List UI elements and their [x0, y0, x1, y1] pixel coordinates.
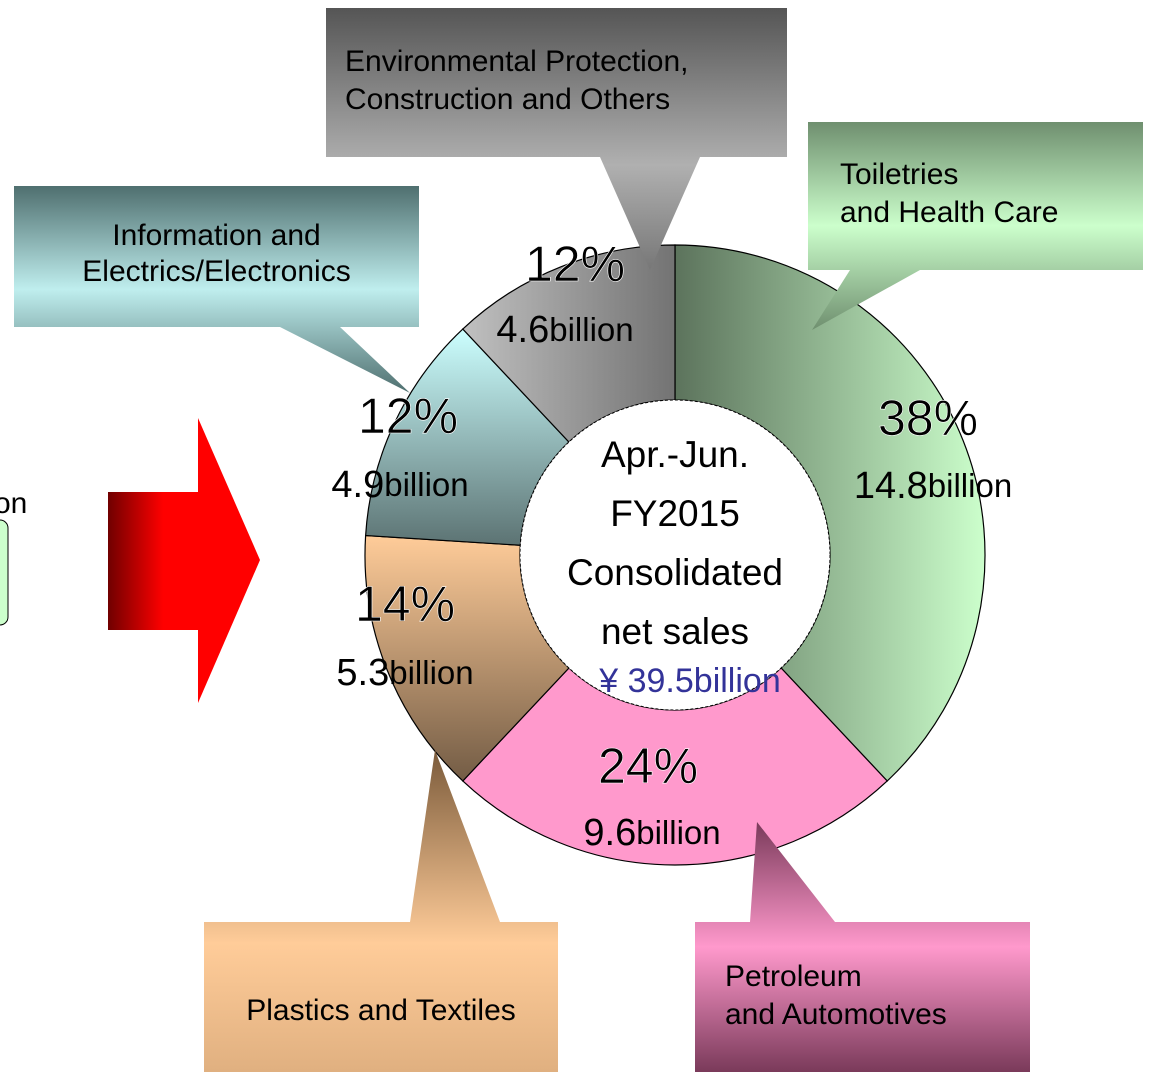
total-label: ¥ 39.5billion — [599, 662, 781, 700]
percent-label: 38% — [878, 390, 978, 446]
amount-unit: billion — [928, 467, 1012, 504]
percent-label: 12% — [525, 236, 625, 292]
amount-value: 9.6 — [583, 812, 636, 854]
callout — [204, 750, 558, 1072]
category-label: Toiletries and Health Care — [840, 158, 1059, 229]
amount-label: 5.3billion — [336, 652, 473, 694]
callout — [695, 822, 1030, 1072]
amount-value: 4.6 — [496, 309, 549, 351]
category-label: Information and Electrics/Electronics — [82, 219, 351, 288]
callout — [326, 8, 787, 270]
donut-hole — [519, 399, 831, 711]
amount-value: 4.9 — [331, 464, 384, 506]
arrow-body — [108, 492, 200, 630]
left-fragment: on — [0, 487, 28, 520]
amount-label: 14.8billion — [854, 465, 1012, 507]
amount-label: 4.9billion — [331, 464, 468, 506]
callout — [14, 186, 419, 393]
left-box-fragment — [0, 519, 9, 626]
amount-value: 5.3 — [336, 652, 389, 694]
percent-label: 14% — [355, 576, 455, 632]
amount-label: 4.6billion — [496, 309, 633, 351]
category-label: Plastics and Textiles — [246, 994, 516, 1027]
percent-label: 24% — [598, 738, 698, 794]
center-text: Apr.-Jun. FY2015 Consolidated net sales — [567, 434, 783, 652]
percent-label: 12% — [358, 388, 458, 444]
amount-unit: billion — [636, 814, 720, 851]
category-label: Environmental Protection, Construction a… — [345, 45, 689, 116]
category-label: Petroleum and Automotives — [725, 960, 947, 1031]
amount-unit: billion — [389, 654, 473, 691]
amount-unit: billion — [384, 466, 468, 503]
amount-label: 9.6billion — [583, 812, 720, 854]
callout — [808, 122, 1143, 330]
amount-value: 14.8 — [854, 465, 928, 507]
amount-unit: billion — [549, 311, 633, 348]
arrow-head — [198, 418, 260, 703]
